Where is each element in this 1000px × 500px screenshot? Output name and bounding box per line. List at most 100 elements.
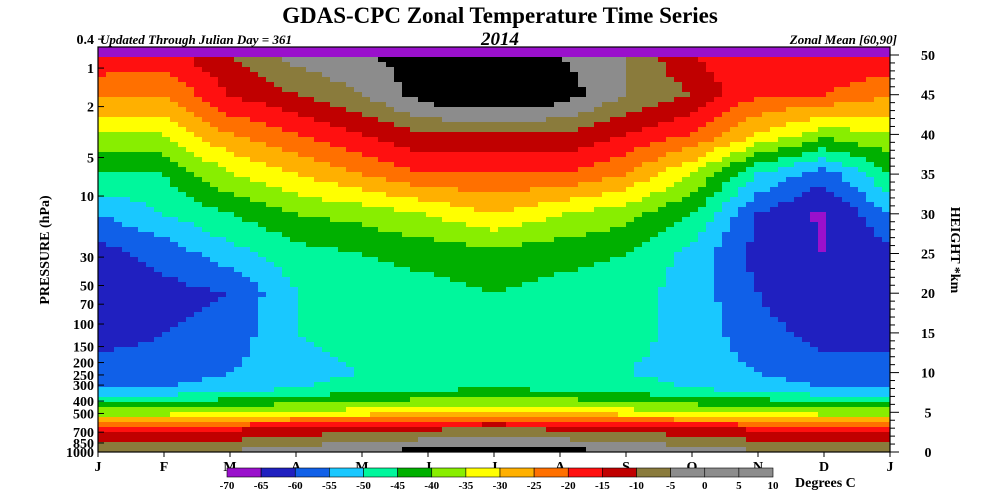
field-cell (554, 62, 563, 68)
field-cell (522, 92, 531, 98)
field-cell (658, 142, 667, 148)
field-cell (450, 267, 459, 273)
field-cell (354, 217, 363, 223)
field-cell (242, 227, 251, 233)
field-cell (730, 67, 739, 73)
field-cell (354, 252, 363, 258)
field-cell (562, 232, 571, 238)
field-cell (274, 172, 283, 178)
field-cell (370, 287, 379, 293)
field-cell (306, 72, 315, 78)
field-cell (730, 232, 739, 238)
field-cell (858, 227, 867, 233)
field-cell (626, 142, 635, 148)
field-cell (602, 172, 611, 178)
field-cell (658, 202, 667, 208)
field-cell (394, 157, 403, 163)
field-cell (202, 237, 211, 243)
field-cell (98, 72, 107, 78)
field-cell (858, 177, 867, 183)
field-cell (178, 67, 187, 73)
field-cell (546, 217, 555, 223)
field-cell (418, 212, 427, 218)
field-cell (530, 237, 539, 243)
field-cell (130, 52, 139, 58)
field-cell (258, 267, 267, 273)
field-cell (714, 217, 723, 223)
field-cell (386, 127, 395, 133)
field-cell (186, 227, 195, 233)
field-cell (306, 252, 315, 258)
field-cell (146, 272, 155, 278)
field-cell (346, 132, 355, 138)
field-cell (194, 47, 203, 53)
field-cell (722, 152, 731, 158)
field-cell (466, 92, 475, 98)
field-cell (290, 162, 299, 168)
field-cell (546, 167, 555, 173)
field-cell (186, 197, 195, 203)
field-cell (762, 62, 771, 68)
field-cell (242, 52, 251, 58)
field-cell (114, 242, 123, 248)
field-cell (442, 117, 451, 123)
field-cell (378, 252, 387, 258)
field-cell (98, 257, 107, 263)
field-cell (258, 137, 267, 143)
field-cell (98, 47, 107, 53)
field-cell (98, 77, 107, 83)
field-cell (402, 97, 411, 103)
field-cell (514, 252, 523, 258)
field-cell (282, 247, 291, 253)
field-cell (866, 107, 875, 113)
field-cell (186, 67, 195, 73)
field-cell (530, 292, 539, 298)
field-cell (842, 252, 851, 258)
field-cell (754, 252, 763, 258)
field-cell (682, 197, 691, 203)
field-cell (554, 252, 563, 258)
field-cell (666, 182, 675, 188)
field-cell (506, 107, 515, 113)
field-cell (874, 157, 883, 163)
field-cell (826, 77, 835, 83)
field-cell (146, 142, 155, 148)
field-cell (722, 142, 731, 148)
field-cell (818, 47, 827, 53)
field-cell (634, 182, 643, 188)
field-cell (506, 262, 515, 268)
field-cell (570, 247, 579, 253)
field-cell (474, 272, 483, 278)
field-cell (586, 182, 595, 188)
field-cell (394, 152, 403, 158)
field-cell (474, 267, 483, 273)
field-cell (850, 167, 859, 173)
field-cell (98, 97, 107, 103)
field-cell (322, 122, 331, 128)
field-cell (794, 62, 803, 68)
field-cell (314, 207, 323, 213)
field-cell (482, 232, 491, 238)
field-cell (866, 142, 875, 148)
field-cell (322, 292, 331, 298)
field-cell (298, 147, 307, 153)
field-cell (218, 47, 227, 53)
field-cell (330, 257, 339, 263)
field-cell (338, 77, 347, 83)
field-cell (290, 297, 299, 303)
field-cell (586, 267, 595, 273)
field-cell (466, 132, 475, 138)
field-cell (226, 232, 235, 238)
field-cell (450, 82, 459, 88)
field-cell (810, 187, 819, 193)
field-cell (226, 57, 235, 63)
field-cell (866, 272, 875, 278)
field-cell (602, 292, 611, 298)
field-cell (354, 237, 363, 243)
field-cell (498, 157, 507, 163)
field-cell (594, 137, 603, 143)
field-cell (250, 147, 259, 153)
field-cell (362, 97, 371, 103)
field-cell (618, 152, 627, 158)
field-cell (690, 157, 699, 163)
